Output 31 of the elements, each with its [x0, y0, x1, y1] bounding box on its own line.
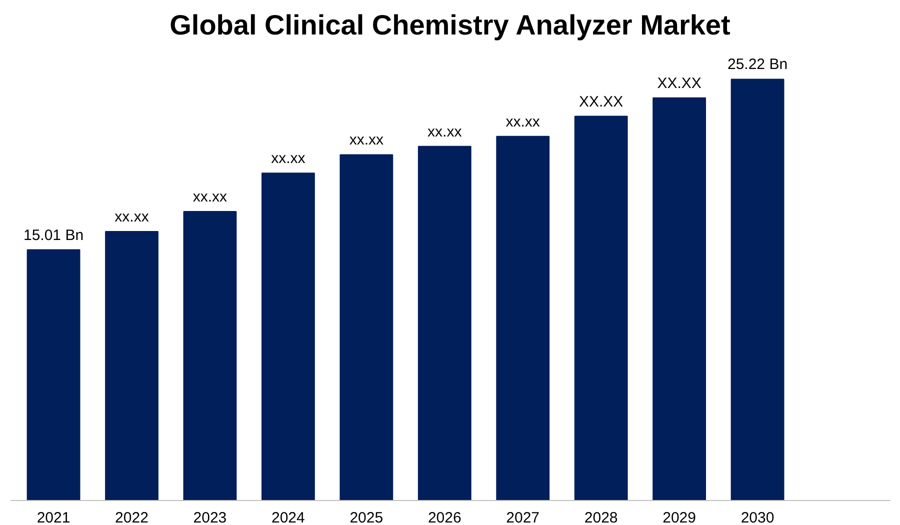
bar	[183, 211, 237, 500]
bar	[105, 231, 158, 500]
x-tick-label: 2021	[36, 510, 70, 525]
bar	[652, 97, 706, 500]
x-tick-label: 2028	[584, 510, 618, 525]
bar	[496, 136, 550, 500]
x-tick-label: 2030	[740, 510, 774, 525]
x-tick-label: 2025	[350, 510, 384, 525]
data-label: xx.xx	[506, 113, 540, 130]
data-label: XX.XX	[657, 74, 702, 92]
x-tick-label: 2029	[662, 510, 696, 525]
data-label: 15.01 Bn	[23, 226, 84, 244]
data-label: xx.xx	[192, 188, 228, 206]
chart-title: Global Clinical Chemistry Analyzer Market	[170, 10, 730, 40]
data-label: xx.xx	[114, 208, 150, 226]
x-tick-label: 2024	[272, 510, 305, 525]
data-label: xx.xx	[349, 132, 384, 149]
x-tick-label: 2023	[193, 510, 227, 525]
bar	[730, 78, 784, 500]
data-label: 25.22 Bn	[727, 56, 788, 74]
bar	[26, 249, 80, 500]
bar	[574, 116, 628, 500]
data-label: XX.XX	[578, 93, 624, 110]
bar	[261, 172, 315, 500]
data-label: xx.xx	[271, 150, 306, 168]
data-label: xx.xx	[428, 123, 462, 140]
bar	[418, 146, 472, 500]
x-tick-label: 2026	[428, 510, 462, 525]
x-tick-label: 2027	[506, 510, 540, 525]
x-tick-label: 2022	[115, 510, 148, 525]
bar	[340, 154, 394, 500]
